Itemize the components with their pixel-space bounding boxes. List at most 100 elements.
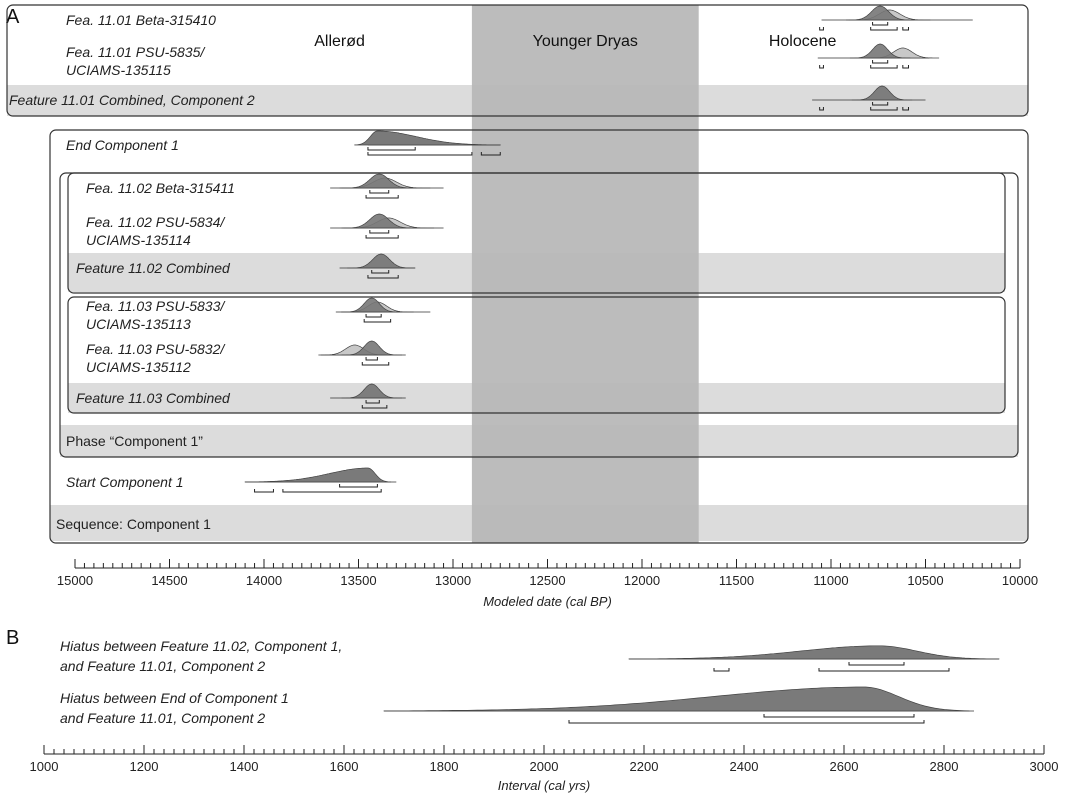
range-95 — [902, 107, 909, 111]
axis-a-tick-label: 10000 — [1002, 573, 1038, 588]
period-label-holocene: Holocene — [769, 33, 837, 50]
axis-a-tick-label: 13500 — [340, 573, 376, 588]
range-68 — [339, 484, 378, 488]
range-68 — [365, 400, 380, 404]
interval-distribution — [383, 686, 970, 712]
younger-dryas-band — [471, 5, 699, 543]
panel-a-letter: A — [6, 6, 20, 28]
row-label: Start Component 1 — [66, 474, 184, 490]
group-frame — [6, 4, 1029, 117]
dist-end-component-1 — [354, 130, 501, 156]
range-95 — [480, 152, 501, 156]
posterior-distribution — [341, 297, 402, 313]
axis-b-tick-label: 3000 — [1030, 759, 1059, 774]
group-label: Phase “Component 1” — [66, 433, 203, 449]
range-95 — [902, 27, 909, 31]
period-label-aller-d: Allerød — [314, 33, 365, 50]
row-label: Hiatus between Feature 11.02, Component … — [60, 638, 342, 654]
row-label: UCIAMS-135112 — [86, 359, 191, 375]
row-label: UCIAMS-135115 — [66, 62, 171, 78]
row-label: Feature 11.02 Combined — [76, 260, 231, 276]
posterior-distribution — [341, 213, 418, 229]
dist-feature-11-01-combined-component-2 — [812, 85, 926, 111]
axis-a-tick-label: 15000 — [57, 573, 93, 588]
group-frame — [67, 296, 1006, 414]
row-label: Fea. 11.02 Beta-315411 — [86, 180, 235, 196]
group-label: Sequence: Component 1 — [56, 516, 211, 532]
dist-feature-11-03-combined — [330, 383, 406, 409]
axis-b-title: Interval (cal yrs) — [498, 778, 590, 793]
dist-fea-11-01-beta-315410 — [819, 5, 973, 31]
dist-fea-11-03-psu-5833-uciams-135113 — [335, 297, 431, 323]
range-95 — [365, 235, 399, 239]
younger-dryas-rect — [471, 5, 699, 543]
range-68 — [872, 102, 889, 106]
dist-fea-11-02-psu-5834-uciams-135114 — [330, 213, 444, 239]
range-95 — [367, 152, 473, 156]
axis-b-tick-label: 2400 — [730, 759, 759, 774]
row-label: Fea. 11.03 PSU-5832/ — [86, 341, 226, 357]
range-68 — [365, 314, 382, 318]
row-label: UCIAMS-135113 — [86, 316, 191, 332]
boundary-distribution — [354, 130, 501, 146]
posterior-distribution — [341, 340, 402, 356]
row-label: Fea. 11.01 PSU-5835/ — [66, 44, 206, 60]
row-label: UCIAMS-135114 — [86, 232, 191, 248]
row-label: and Feature 11.01, Component 2 — [60, 710, 265, 726]
range-68 — [369, 230, 390, 234]
row-label: Feature 11.03 Combined — [76, 390, 231, 406]
range-95 — [254, 489, 274, 493]
dist-fea-11-01-psu-5835-uciams-135115 — [817, 43, 940, 69]
row-label: and Feature 11.01, Component 2 — [60, 658, 265, 674]
range-95 — [361, 362, 390, 366]
group-frame — [49, 129, 1029, 544]
row-labels: Phase “Component 1” Sequence: Component 1… — [9, 12, 255, 532]
range-68 — [872, 60, 889, 64]
range-95 — [902, 65, 909, 69]
row-label: Feature 11.01 Combined, Component 2 — [9, 92, 255, 108]
axis-a: 15000 14500 14000 13500 13000 12500 12000 11500… — [57, 559, 1038, 609]
row-label: Fea. 11.03 PSU-5833/ — [86, 298, 226, 314]
range-95 — [568, 720, 925, 724]
range-95 — [818, 668, 950, 672]
posterior-distribution — [341, 173, 418, 189]
axis-b-tick-label: 1400 — [230, 759, 259, 774]
panel-b: Hiatus between Feature 11.02, Component … — [30, 638, 1059, 793]
dist-fea-11-03-psu-5832-uciams-135112 — [318, 340, 406, 366]
axis-a-title: Modeled date (cal BP) — [483, 594, 612, 609]
posterior-distribution — [846, 5, 915, 21]
axis-a-tick-label: 14000 — [246, 573, 282, 588]
row-label: Hiatus between End of Component 1 — [60, 690, 289, 706]
axis-b-tick-label: 2200 — [630, 759, 659, 774]
range-68 — [371, 270, 390, 274]
axis-a-tick-label: 11000 — [813, 573, 848, 588]
range-95 — [367, 275, 399, 279]
range-95 — [282, 489, 382, 493]
range-95 — [870, 27, 898, 31]
distributions — [244, 5, 973, 493]
axis-b-tick-label: 1800 — [430, 759, 459, 774]
range-95 — [363, 319, 392, 323]
range-68 — [367, 147, 416, 151]
boundary-distribution — [244, 467, 391, 483]
range-95 — [713, 668, 730, 672]
axis-a-tick-label: 10500 — [907, 573, 943, 588]
range-95 — [361, 405, 388, 409]
period-labels: Allerød Younger Dryas Holocene — [314, 33, 836, 50]
range-95 — [870, 107, 898, 111]
range-68 — [365, 357, 378, 361]
period-label-younger-dryas: Younger Dryas — [533, 33, 638, 50]
axis-b-tick-label: 1000 — [30, 759, 59, 774]
range-68 — [369, 190, 390, 194]
axis-a-tick-label: 11500 — [719, 573, 754, 588]
axis-a-tick-label: 12500 — [529, 573, 565, 588]
dist-feature-11-02-combined — [339, 253, 416, 279]
range-95 — [819, 107, 824, 111]
range-95 — [819, 27, 824, 31]
axis-b-tick-label: 2600 — [830, 759, 859, 774]
axis-a-tick-label: 14500 — [151, 573, 187, 588]
dist-fea-11-02-beta-315411 — [330, 173, 444, 199]
dist-start-component-1 — [244, 467, 397, 493]
range-95 — [819, 65, 824, 69]
